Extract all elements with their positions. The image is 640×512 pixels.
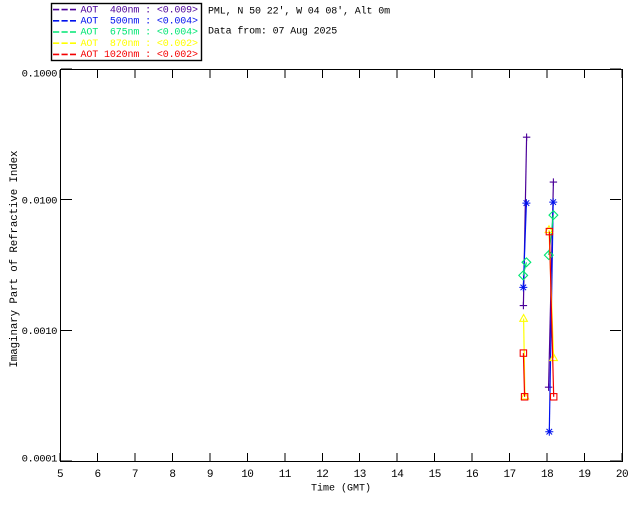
svg-text:Imaginary Part of Refractive I: Imaginary Part of Refractive Index: [9, 151, 21, 368]
svg-text:AOT 1020nm : <0.002>: AOT 1020nm : <0.002>: [81, 50, 199, 61]
svg-text:AOT 675nm : <0.004>: AOT 675nm : <0.004>: [81, 28, 199, 39]
svg-text:7: 7: [132, 469, 138, 481]
svg-text:0.1000: 0.1000: [22, 69, 58, 81]
svg-text:14: 14: [391, 469, 404, 481]
svg-text:Data from: 07 Aug 2025: Data from: 07 Aug 2025: [208, 26, 337, 38]
svg-text:0.0100: 0.0100: [22, 195, 58, 207]
svg-text:AOT 870nm : <0.002>: AOT 870nm : <0.002>: [81, 39, 199, 50]
svg-text:16: 16: [466, 469, 478, 481]
svg-text:AOT 500nm : <0.004>: AOT 500nm : <0.004>: [81, 17, 199, 28]
svg-text:PML, N 50 22', W 04 08', Alt 0: PML, N 50 22', W 04 08', Alt 0m: [208, 6, 390, 18]
svg-text:18: 18: [541, 469, 553, 481]
svg-text:5: 5: [57, 469, 63, 481]
svg-text:11: 11: [279, 469, 292, 481]
svg-text:0.0010: 0.0010: [22, 326, 58, 338]
svg-text:17: 17: [503, 469, 515, 481]
svg-text:19: 19: [578, 469, 590, 481]
svg-text:Time (GMT): Time (GMT): [311, 483, 371, 495]
svg-text:6: 6: [94, 469, 100, 481]
svg-text:0.0001: 0.0001: [22, 454, 58, 466]
svg-text:AOT 400nm : <0.009>: AOT 400nm : <0.009>: [81, 5, 199, 16]
svg-text:9: 9: [207, 469, 213, 481]
svg-text:13: 13: [354, 469, 366, 481]
svg-text:20: 20: [616, 469, 628, 481]
svg-text:12: 12: [316, 469, 328, 481]
svg-text:10: 10: [241, 469, 253, 481]
svg-text:8: 8: [169, 469, 175, 481]
svg-text:15: 15: [429, 469, 441, 481]
